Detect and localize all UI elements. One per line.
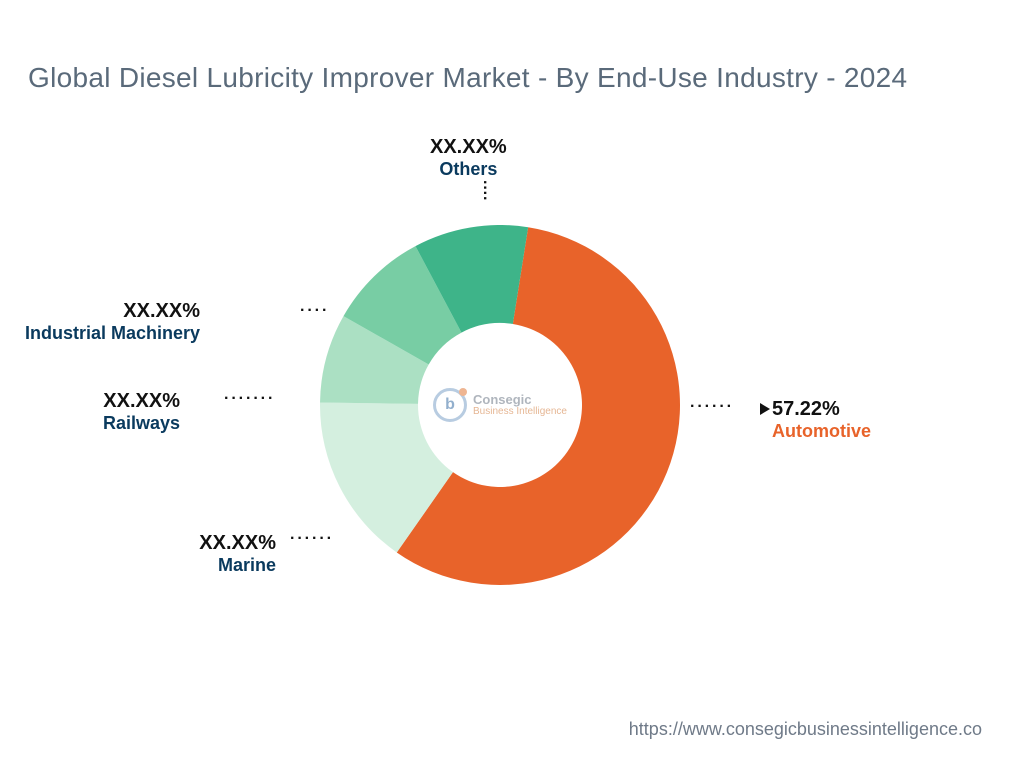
name-railways: Railways [103,413,180,434]
donut-svg [320,225,680,585]
label-marine: XX.XX%Marine [199,532,276,576]
donut-chart: b Consegic Business Intelligence 57.22%A… [0,130,1024,690]
pct-automotive: 57.22% [772,398,871,421]
arrow-automotive [760,403,770,415]
pct-others: XX.XX% [430,136,507,159]
label-industrial: XX.XX%Industrial Machinery [25,300,200,344]
pct-industrial: XX.XX% [25,300,200,323]
leader-marine: ······ [290,530,334,548]
name-industrial: Industrial Machinery [25,323,200,344]
leader-railways: ······· [224,390,275,408]
label-railways: XX.XX%Railways [103,390,180,434]
footer-url: https://www.consegicbusinessintelligence… [629,719,982,740]
leader-industrial: ···· [300,302,329,320]
chart-title: Global Diesel Lubricity Improver Market … [28,62,907,94]
name-automotive: Automotive [772,421,871,442]
pct-railways: XX.XX% [103,390,180,413]
label-others: XX.XX%Others [430,136,507,180]
name-marine: Marine [199,555,276,576]
leader-automotive: ······ [690,398,734,416]
name-others: Others [430,159,507,180]
leader-others: ···· [480,180,488,201]
pct-marine: XX.XX% [199,532,276,555]
label-automotive: 57.22%Automotive [772,398,871,442]
